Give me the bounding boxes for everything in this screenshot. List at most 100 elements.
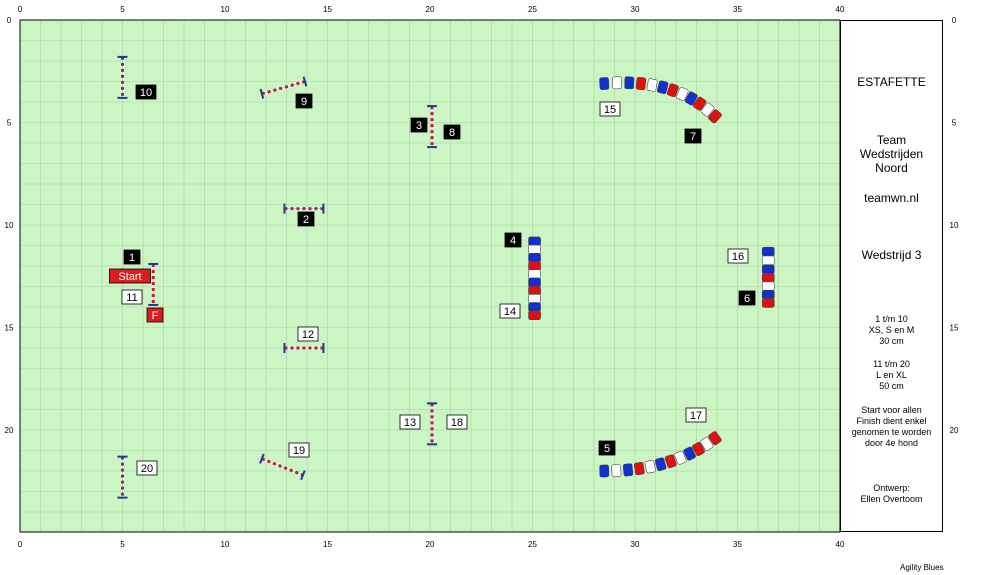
x-tick-label-bottom: 35 [733,540,742,549]
tunnel-6-16 [761,246,775,308]
x-tick-label-top: 35 [733,5,742,14]
label-15-text: 15 [604,104,616,116]
tunnel-segment [761,298,775,308]
label-9: 9 [295,93,313,109]
label-4-box [504,232,522,248]
label-1-box [123,249,141,265]
tunnel-segment [700,436,714,451]
tunnel-segment [528,244,541,255]
label-13: 13 [399,414,421,430]
label-12-box [297,326,319,342]
label-8-text: 8 [449,127,455,139]
label-start-text: Start [118,271,141,283]
note-line-1: Start voor allen [861,405,922,415]
tunnel-segment [761,255,775,266]
x-tick-label-bottom: 20 [426,540,435,549]
x-tick-label-top: 15 [323,5,332,14]
hurdle-bar-edge [261,458,304,476]
note-line-3: genomen te worden [851,427,932,437]
label-16-box [727,248,749,264]
label-9-text: 9 [301,96,307,108]
tunnel-segment [599,77,610,90]
x-tick-label-bottom: 25 [528,540,537,549]
label-20: 20 [136,460,158,476]
note-line-4: door 4e hond [864,438,919,448]
tunnel-segment [528,310,541,321]
tunnel-segment [693,96,707,111]
designer-name: Ellen Overtoom [860,494,923,504]
tunnel-segment [622,463,634,477]
label-19-text: 19 [293,445,305,457]
competition-name: Wedstrijd 3 [861,248,922,262]
tunnel-segment [676,87,689,101]
tunnel-segment [528,252,541,263]
course-title: ESTAFETTE [857,75,926,89]
tunnel-segment [612,76,622,90]
x-tick-label-bottom: 5 [120,540,125,549]
label-6-text: 6 [744,293,750,305]
x-tick-label-top: 30 [631,5,640,14]
x-tick-label-bottom: 40 [836,540,845,549]
footer-credit: Agility Blues [900,563,944,572]
label-start-box [109,268,151,284]
tunnel-segment [644,459,656,474]
tunnel-segment [635,77,647,91]
team-name-line-2: Noord [875,161,908,175]
label-4: 4 [504,232,522,248]
group2-height: 50 cm [879,381,904,391]
hurdle-3-8 [427,105,438,149]
tunnel-7-15 [599,76,722,124]
tunnel-4-14 [528,236,541,321]
hurdle-1-11 [148,262,159,306]
x-tick-label-top: 40 [836,5,845,14]
label-17-box [685,407,707,423]
x-axis-bottom: 0 5 10 15 20 25 30 35 40 [18,540,845,549]
team-name-line-1: Wedstrijden [859,147,924,161]
label-17-text: 17 [690,410,702,422]
label-10-box [135,84,157,100]
tunnel-segment [646,78,658,92]
group2-range: 11 t/m 20 [873,359,910,369]
hurdle-wing [300,470,306,481]
tunnel-segment [528,293,541,304]
label-1-text: 1 [129,252,135,264]
group1-range: 1 t/m 10 [875,314,908,324]
label-14: 14 [499,303,521,319]
label-15: 15 [599,101,621,117]
label-11-text: 11 [126,292,137,304]
obstacles [117,55,775,499]
label-3-box [410,117,428,133]
label-4-text: 4 [510,235,516,247]
tunnel-segment [528,236,541,247]
hurdle-10 [117,55,128,99]
label-13-text: 13 [404,417,416,429]
hurdle-wing [302,76,308,87]
label-10: 10 [135,84,157,100]
field-grid [19,19,841,533]
group1-height: 30 cm [879,336,904,346]
label-15-box [599,101,621,117]
hurdle-20 [117,455,128,499]
label-7-box [684,128,702,144]
label-finish: F [146,307,164,323]
hurdle-19 [259,453,306,481]
label-5-text: 5 [604,443,610,455]
label-17: 17 [685,407,707,423]
tunnel-segment [528,269,541,280]
x-tick-label-top: 5 [120,5,125,14]
tunnel-segment [656,80,669,95]
tunnel-segment [761,264,775,274]
x-tick-label-top: 10 [221,5,230,14]
label-9-box [295,93,313,109]
tunnel-segment [684,91,698,106]
label-20-box [136,460,158,476]
tunnel-segment [528,277,541,288]
design-label: Ontwerp: [873,483,910,493]
y-tick-label-right: 15 [950,324,959,333]
tunnel-segment [761,281,775,292]
tunnel-segment [708,109,722,124]
hurdle-bar-stripes [261,80,306,96]
y-tick-label-left: 10 [5,221,14,230]
label-1: 1 [123,249,141,265]
tunnel-segment [700,102,715,117]
